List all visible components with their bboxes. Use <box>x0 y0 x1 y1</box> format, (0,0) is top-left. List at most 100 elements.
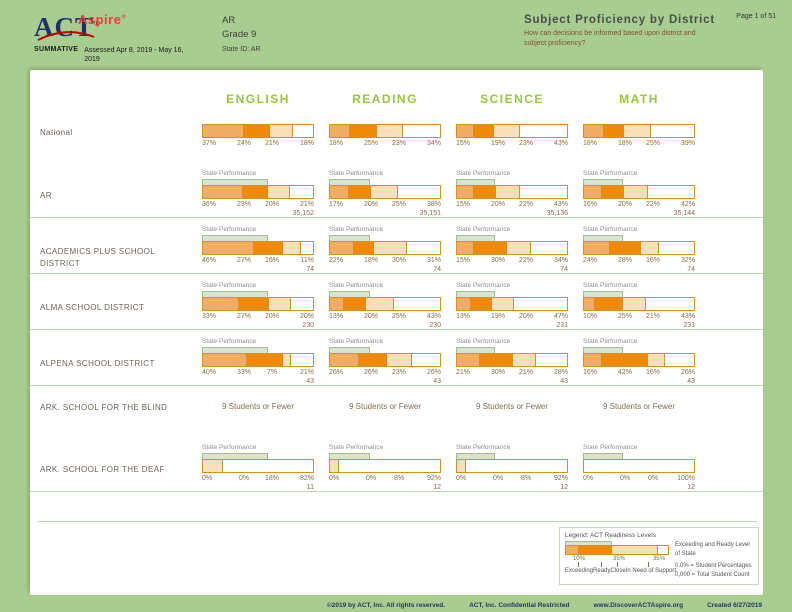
table-row: ACADEMICS PLUS SCHOOL DISTRICT State Per… <box>30 218 763 274</box>
row-label: ARK. SCHOOL FOR THE DEAF <box>40 465 165 474</box>
stacked-bar <box>329 459 441 473</box>
percent-row: 15% 30% 22% 34% <box>456 257 568 264</box>
percent-label: 33% <box>236 369 251 376</box>
state-performance-label: State Performance <box>583 444 638 451</box>
bar-segment-in-need-of-support <box>519 125 567 137</box>
bar-segment-close <box>495 186 520 198</box>
percent-label: 43% <box>680 313 695 320</box>
state-performance: State Performance <box>329 444 441 459</box>
percent-label: 39% <box>680 140 695 147</box>
table-row: ALPENA SCHOOL DISTRICT State Performance… <box>30 330 763 386</box>
student-count: 74 <box>306 266 314 273</box>
bar-segment-exceeding <box>457 125 474 137</box>
percent-label: 23% <box>391 369 406 376</box>
percent-label: 42% <box>617 369 632 376</box>
bar-segment-in-need-of-support <box>293 125 313 137</box>
subject-cell: State Performance 22% 18% 30% 31% 74 <box>329 226 441 273</box>
bar-segment-in-need-of-support <box>651 125 694 137</box>
row-label: ALMA SCHOOL DISTRICT <box>40 303 145 312</box>
stacked-bar <box>456 353 568 367</box>
percent-label: 100% <box>677 475 695 482</box>
legend-count-note: 0,000 = Total Student Count <box>675 572 750 578</box>
percent-label: 8% <box>520 475 532 482</box>
percent-label: 26% <box>426 369 441 376</box>
registered-mark-icon: ® <box>94 19 101 28</box>
bar-segment-ready <box>473 125 495 137</box>
percent-label: 42% <box>680 201 695 208</box>
bar-segment-in-need-of-support <box>222 460 313 472</box>
percent-label: 30% <box>490 257 505 264</box>
percent-label: 20% <box>299 313 314 320</box>
legend-title: Legend: ACT Readiness Levels <box>565 532 656 539</box>
percent-label: 20% <box>518 313 533 320</box>
stacked-bar <box>202 353 314 367</box>
stacked-bar <box>583 124 695 138</box>
state-performance-label: State Performance <box>202 444 257 451</box>
bar-segment-exceeding <box>203 242 254 254</box>
state-performance: State Performance <box>329 282 441 297</box>
percent-label: 25% <box>391 201 406 208</box>
state-performance-label: State Performance <box>202 338 257 345</box>
assessment-meta: SUMMATIVE Assessed Apr 8, 2019 - May 16,… <box>34 46 204 65</box>
subject-cell: 15% 19% 23% 43% <box>456 124 568 147</box>
legend-sample-bar-area: 10% 35% 35% Exceeding Ready Close In Nee… <box>565 541 676 580</box>
percent-label: 20% <box>617 201 632 208</box>
state-performance-label: State Performance <box>329 282 384 289</box>
state-performance: State Performance <box>583 170 695 185</box>
percent-label: 18% <box>617 140 632 147</box>
percent-label: 15% <box>456 257 471 264</box>
percent-row: 13% 19% 20% 47% <box>456 313 568 320</box>
bar-segment-exceeding <box>584 242 611 254</box>
student-count: 35,136 <box>546 210 568 217</box>
report-footer: ©2019 by ACT, Inc. All rights reserved. … <box>0 602 792 609</box>
legend-bar <box>565 545 669 555</box>
percent-label: 8% <box>393 475 405 482</box>
state-performance: State Performance <box>456 226 568 241</box>
state-performance: State Performance <box>202 170 314 185</box>
stacked-bar <box>456 297 568 311</box>
percent-label: 22% <box>645 201 660 208</box>
bar-segment-ready <box>348 186 371 198</box>
percent-label: 0% <box>647 475 659 482</box>
legend: Legend: ACT Readiness Levels 10% 35% 35%… <box>559 527 759 585</box>
percent-label: 0% <box>238 475 250 482</box>
page-subtitle: How can decisions be informed based upon… <box>524 30 696 47</box>
bar-segment-exceeding <box>330 298 345 310</box>
legend-bar-segment-exceeding <box>566 546 580 554</box>
table-row: ALMA SCHOOL DISTRICT State Performance 3… <box>30 274 763 330</box>
bar-segment-exceeding <box>457 242 474 254</box>
stacked-bar <box>583 241 695 255</box>
subject-header-row: ENGLISH READING SCIENCE MATH <box>30 92 763 118</box>
percent-row: 22% 18% 30% 31% <box>329 257 441 264</box>
percent-label: 0% <box>492 475 504 482</box>
stacked-bar <box>456 124 568 138</box>
subject-cell: 37% 24% 21% 18% <box>202 124 314 147</box>
subject-header-science: SCIENCE <box>480 92 544 106</box>
percent-label: 27% <box>236 257 251 264</box>
percent-label: 23% <box>518 140 533 147</box>
stacked-bar <box>456 185 568 199</box>
subject-cell: State Performance 10% 25% 21% 43% 231 <box>583 282 695 329</box>
student-count: 230 <box>302 322 314 329</box>
divider-line <box>38 521 757 522</box>
student-count: 74 <box>433 266 441 273</box>
state-performance: State Performance <box>202 444 314 459</box>
stacked-bar <box>456 459 568 473</box>
percent-label: 13% <box>329 313 344 320</box>
percent-label: 31% <box>426 257 441 264</box>
bar-segment-ready <box>358 354 388 366</box>
percent-label: 18% <box>329 140 344 147</box>
bar-segment-ready <box>473 242 507 254</box>
percent-label: 43% <box>426 313 441 320</box>
stacked-bar <box>202 241 314 255</box>
bar-segment-close <box>513 354 537 366</box>
subject-cell: State Performance 13% 19% 20% 47% 231 <box>456 282 568 329</box>
percent-label: 21% <box>264 140 279 147</box>
bar-segment-in-need-of-support <box>645 298 694 310</box>
bar-segment-in-need-of-support <box>398 186 440 198</box>
bar-segment-in-need-of-support <box>658 242 694 254</box>
no-data-text: 9 Students or Fewer <box>602 402 676 411</box>
table-row: AR State Performance 36% 23% 20% 21% 35,152… <box>30 162 763 218</box>
bar-segment-ready <box>471 298 493 310</box>
